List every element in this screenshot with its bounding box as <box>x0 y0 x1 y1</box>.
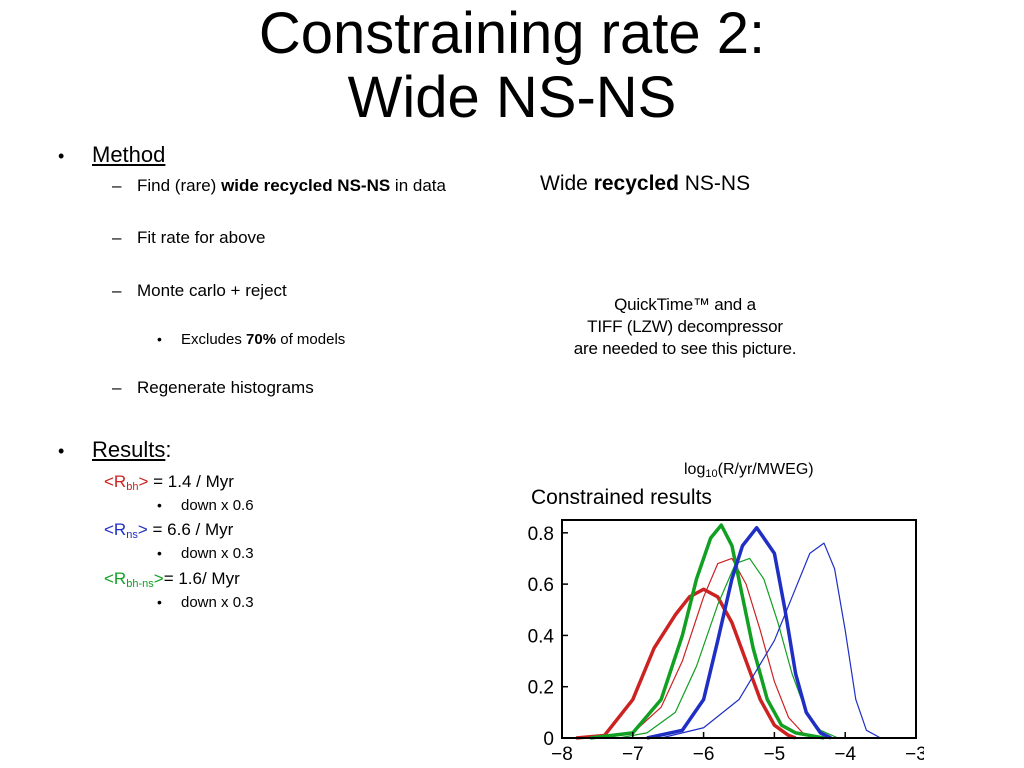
bh-note-bullet: • <box>157 497 162 513</box>
series-line-5 <box>646 525 832 740</box>
dash-4: – <box>112 378 122 397</box>
title-line-2: Wide NS-NS <box>347 65 677 130</box>
results-colon: : <box>165 437 172 462</box>
series-line-3 <box>590 523 825 740</box>
results-heading: Results: <box>92 437 171 463</box>
method-item-4: Excludes 70% of models <box>181 331 345 348</box>
item-1-suffix: in data <box>390 176 446 195</box>
item-4-suffix: of models <box>276 331 346 348</box>
dash-3: – <box>112 281 122 300</box>
rbh-value: = 1.4 / Myr <box>148 472 234 491</box>
rbhns-open: <R <box>104 569 127 588</box>
sub-bullet: • <box>157 331 162 347</box>
caption-prefix: Wide <box>540 172 594 195</box>
rbh-sub: bh <box>126 481 139 493</box>
result-bhns: <Rbh-ns>= 1.6/ Myr <box>104 569 240 590</box>
series-line-1 <box>576 587 797 740</box>
method-item-1: Find (rare) wide recycled NS-NS in data <box>137 176 446 196</box>
xlabel-prefix: log <box>684 461 706 478</box>
method-item-3: Monte carlo + reject <box>137 281 287 300</box>
series-layer <box>576 523 881 740</box>
quicktime-placeholder: QuickTime™ and a TIFF (LZW) decompressor… <box>540 294 830 360</box>
bhns-note: down x 0.3 <box>181 594 254 611</box>
series-line-6 <box>660 542 881 739</box>
tick-layer: −8 −7 −6 −5 −4 −3 0 0.2 0.4 0.6 0.8 <box>528 524 924 765</box>
ns-note-bullet: • <box>157 545 162 561</box>
rns-open: <R <box>104 520 127 539</box>
qt-line-1: QuickTime™ and a <box>614 295 756 314</box>
rns-sub: ns <box>126 529 138 541</box>
item-4-prefix: Excludes <box>181 331 247 348</box>
slide-title: Constraining rate 2: Wide NS-NS <box>0 2 1024 130</box>
caption-suffix: NS-NS <box>678 172 751 195</box>
dash-2: – <box>112 228 122 247</box>
qt-line-2: TIFF (LZW) decompressor <box>587 317 783 336</box>
ns-note: down x 0.3 <box>181 545 254 562</box>
y-tick-label: 0.2 <box>528 678 554 699</box>
rns-value: = 6.6 / Myr <box>147 520 234 539</box>
item-1-prefix: Find (rare) <box>137 176 222 195</box>
rbh-open: <R <box>104 472 127 491</box>
x-tick-label: −7 <box>622 744 644 765</box>
qt-line-3: are needed to see this picture. <box>573 339 797 358</box>
bhns-note-bullet: • <box>157 594 162 610</box>
xlabel-suffix: (R/yr/MWEG) <box>717 461 814 478</box>
rbhns-value: = 1.6/ Myr <box>163 569 240 588</box>
caption-bold: recycled <box>593 172 679 195</box>
chart-xlabel: log10(R/yr/MWEG) <box>684 461 814 480</box>
x-tick-label: −8 <box>551 744 573 765</box>
result-ns: <Rns> = 6.6 / Myr <box>104 520 233 541</box>
dash-1: – <box>112 176 122 195</box>
rns-close: > <box>137 520 148 539</box>
y-tick-label: 0.8 <box>528 524 554 545</box>
x-tick-label: −6 <box>693 744 715 765</box>
constrained-results-chart: −8 −7 −6 −5 −4 −3 0 0.2 0.4 0.6 0.8 <box>528 519 924 765</box>
xlabel-sub: 10 <box>705 468 718 480</box>
result-bh: <Rbh> = 1.4 / Myr <box>104 472 234 493</box>
method-item-5: Regenerate histograms <box>137 378 314 397</box>
rbhns-symbol: <Rbh-ns> <box>104 569 164 590</box>
chart-title: Constrained results <box>531 486 712 509</box>
x-tick-label: −5 <box>764 744 786 765</box>
y-tick-label: 0.6 <box>528 575 554 596</box>
x-tick-label: −4 <box>834 744 856 765</box>
y-tick-label: 0.4 <box>528 626 555 647</box>
rbhns-close: > <box>153 569 164 588</box>
method-label: Method <box>92 142 166 167</box>
rbhns-sub: bh-ns <box>126 578 154 590</box>
x-tick-label: −3 <box>905 744 924 765</box>
rbh-close: > <box>138 472 149 491</box>
item-4-bold: 70% <box>246 331 277 348</box>
rbh-symbol: <Rbh> <box>104 472 149 493</box>
results-bullet: • <box>58 441 65 461</box>
title-line-1: Constraining rate 2: <box>258 1 766 66</box>
rns-symbol: <Rns> <box>104 520 148 541</box>
method-item-2: Fit rate for above <box>137 228 266 247</box>
bh-note: down x 0.6 <box>181 497 254 514</box>
method-bullet: • <box>58 146 65 166</box>
plot-frame <box>561 519 917 739</box>
series-line-2 <box>604 557 818 739</box>
wide-recycled-caption: Wide recycled NS-NS <box>540 172 750 196</box>
item-1-bold: wide recycled NS-NS <box>221 176 391 195</box>
results-label: Results <box>92 437 166 462</box>
y-tick-label: 0 <box>543 729 554 750</box>
